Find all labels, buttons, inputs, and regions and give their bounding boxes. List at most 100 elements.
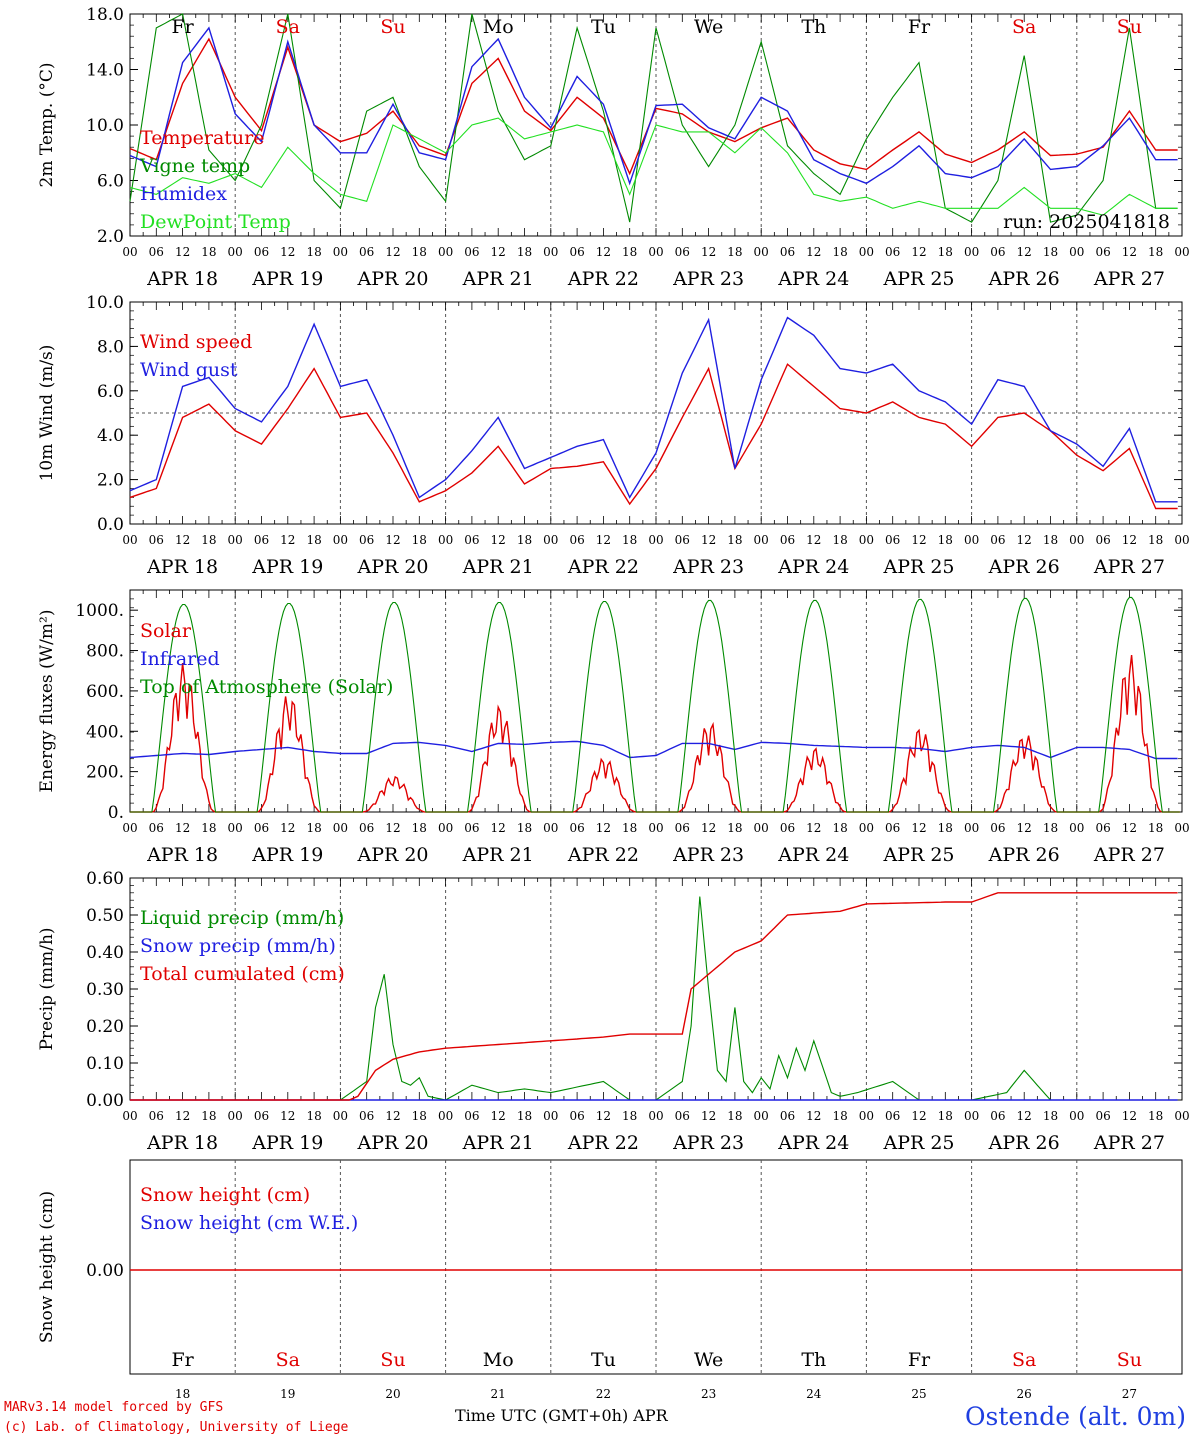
y-axis-label: Precip (mm/h) xyxy=(37,927,57,1050)
hour-label: 06 xyxy=(1095,1109,1110,1123)
day-name-top: Tu xyxy=(591,16,616,38)
hour-label: 00 xyxy=(1174,821,1189,835)
hour-label: 00 xyxy=(543,1109,558,1123)
hour-label: 00 xyxy=(648,821,663,835)
hour-label: 12 xyxy=(911,245,926,259)
legend-entry: Snow height (cm) xyxy=(140,1184,310,1206)
date-label: APR 21 xyxy=(462,556,534,578)
day-number: 23 xyxy=(701,1387,716,1401)
hour-label: 06 xyxy=(464,821,479,835)
hour-label: 12 xyxy=(911,1109,926,1123)
hour-label: 12 xyxy=(1017,1109,1032,1123)
hour-label: 06 xyxy=(780,245,795,259)
day-name-bottom: Th xyxy=(801,1349,826,1371)
date-label: APR 18 xyxy=(146,844,218,866)
time-axis-title: Time UTC (GMT+0h) APR xyxy=(455,1406,668,1425)
y-tick-label: 18.0 xyxy=(86,5,124,25)
y-tick-label: 1000. xyxy=(75,601,124,621)
hour-label: 06 xyxy=(675,245,690,259)
date-label: APR 25 xyxy=(882,844,954,866)
day-name-bottom: Sa xyxy=(1012,1349,1036,1371)
hour-label: 18 xyxy=(306,821,321,835)
hour-label: 00 xyxy=(859,533,874,547)
day-name-bottom: Mo xyxy=(483,1349,514,1371)
y-tick-label: 600. xyxy=(86,682,124,702)
hour-label: 06 xyxy=(254,1109,269,1123)
day-name-top: We xyxy=(694,16,723,38)
series-line-infrared xyxy=(129,740,1178,760)
legend-entry: Top of Atmosphere (Solar) xyxy=(140,676,393,698)
hour-label: 00 xyxy=(1069,245,1084,259)
series-line-wind-gust xyxy=(129,316,1178,503)
date-label: APR 23 xyxy=(672,1132,744,1154)
hour-label: 18 xyxy=(517,821,532,835)
hour-label: 00 xyxy=(543,245,558,259)
date-label: APR 19 xyxy=(251,844,323,866)
hour-label: 18 xyxy=(1043,1109,1058,1123)
hour-label: 18 xyxy=(517,245,532,259)
hour-label: 06 xyxy=(885,245,900,259)
hour-label: 18 xyxy=(306,245,321,259)
hour-label: 00 xyxy=(122,821,137,835)
date-label: APR 21 xyxy=(462,268,534,290)
hour-label: 06 xyxy=(675,821,690,835)
hour-label: 18 xyxy=(622,1109,637,1123)
hour-label: 06 xyxy=(149,1109,164,1123)
series-line-temperature xyxy=(129,37,1178,176)
date-label: APR 22 xyxy=(567,556,639,578)
day-name-bottom: Sa xyxy=(276,1349,300,1371)
hour-label: 06 xyxy=(464,533,479,547)
hour-label: 00 xyxy=(964,533,979,547)
hour-label: 18 xyxy=(622,245,637,259)
y-tick-label: 0.0 xyxy=(97,515,124,535)
date-label: APR 19 xyxy=(251,268,323,290)
hour-label: 00 xyxy=(438,821,453,835)
hour-label: 00 xyxy=(438,1109,453,1123)
hour-label: 00 xyxy=(438,533,453,547)
hour-label: 06 xyxy=(359,1109,374,1123)
hour-label: 12 xyxy=(280,245,295,259)
hour-label: 00 xyxy=(648,533,663,547)
hour-label: 00 xyxy=(333,821,348,835)
hour-label: 12 xyxy=(596,533,611,547)
hour-label: 12 xyxy=(280,533,295,547)
hour-label: 18 xyxy=(1043,533,1058,547)
date-label: APR 26 xyxy=(988,268,1060,290)
hour-label: 06 xyxy=(149,533,164,547)
hour-label: 06 xyxy=(990,245,1005,259)
date-label: APR 18 xyxy=(146,556,218,578)
hour-label: 12 xyxy=(385,245,400,259)
hour-label: 12 xyxy=(175,821,190,835)
hour-label: 00 xyxy=(964,245,979,259)
date-label: APR 25 xyxy=(882,556,954,578)
hour-label: 00 xyxy=(754,1109,769,1123)
hour-label: 18 xyxy=(938,533,953,547)
hour-label: 18 xyxy=(201,245,216,259)
hour-label: 12 xyxy=(175,533,190,547)
hour-label: 12 xyxy=(701,533,716,547)
hour-label: 00 xyxy=(964,821,979,835)
model-credit: MARv3.14 model forced by GFS xyxy=(4,1400,224,1415)
date-label: APR 26 xyxy=(988,1132,1060,1154)
y-axis-label: Energy fluxes (W/m²) xyxy=(37,610,57,793)
date-label: APR 23 xyxy=(672,844,744,866)
hour-label: 18 xyxy=(1148,1109,1163,1123)
hour-label: 12 xyxy=(385,821,400,835)
hour-label: 06 xyxy=(464,245,479,259)
hour-label: 00 xyxy=(333,1109,348,1123)
hour-label: 12 xyxy=(806,245,821,259)
legend-entry: Vigne temp xyxy=(139,155,250,177)
date-label: APR 21 xyxy=(462,844,534,866)
hour-label: 18 xyxy=(306,1109,321,1123)
y-tick-label: 0. xyxy=(108,803,124,823)
date-label: APR 26 xyxy=(988,844,1060,866)
date-label: APR 21 xyxy=(462,1132,534,1154)
station-name: Ostende (alt. 0m) xyxy=(965,1402,1186,1431)
legend-entry: Wind speed xyxy=(140,331,252,353)
hour-label: 06 xyxy=(885,533,900,547)
hour-label: 06 xyxy=(675,533,690,547)
hour-label: 12 xyxy=(596,1109,611,1123)
day-name-bottom: Su xyxy=(380,1349,405,1371)
y-tick-label: 0.30 xyxy=(86,980,124,1000)
